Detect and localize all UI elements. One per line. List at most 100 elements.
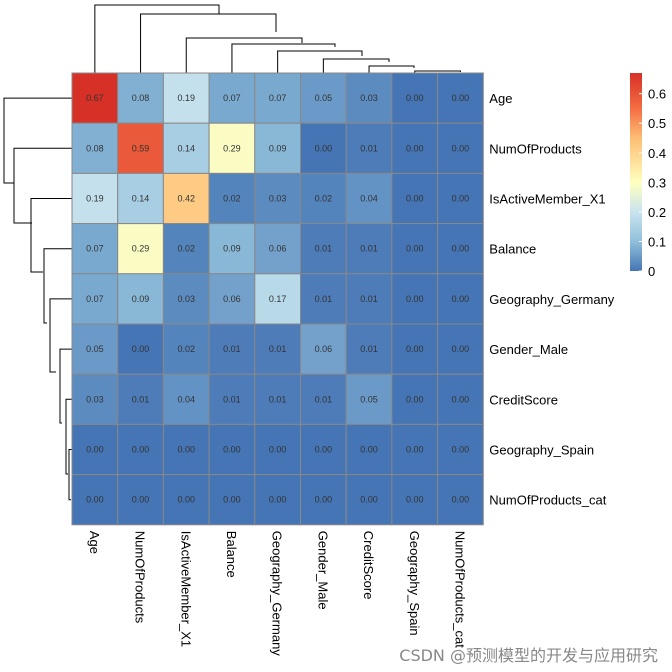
heatmap-cell	[254, 423, 302, 476]
heatmap-cell	[208, 423, 256, 476]
cell-value-label: 0.07	[223, 93, 241, 103]
cell-value-label: 0.00	[86, 495, 104, 505]
cell-value-label: 0.00	[223, 495, 241, 505]
cell-value-label: 0.01	[132, 394, 150, 404]
legend-tick-label: 0.5	[648, 116, 666, 131]
dendrogram-branch	[68, 449, 72, 501]
cell-value-label: 0.01	[360, 244, 378, 254]
heatmap-cell	[208, 72, 256, 124]
column-label: CreditScore	[361, 531, 376, 600]
heatmap-cell	[117, 72, 164, 124]
cell-value-label: 0.00	[452, 294, 470, 304]
cell-value-label: 0.59	[132, 143, 150, 153]
legend-tick-label: 0.3	[648, 175, 666, 190]
heatmap-cell	[300, 373, 347, 425]
dendrogram-branch	[185, 37, 303, 73]
dendrogram-branch	[414, 70, 461, 73]
row-label: CreditScore	[489, 392, 558, 407]
row-label: IsActiveMember_X1	[489, 192, 605, 207]
column-label: NumOfProducts_cat	[452, 531, 467, 648]
heatmap-cell	[391, 423, 439, 476]
heatmap-cell	[254, 474, 302, 526]
heatmap-cell	[254, 122, 302, 174]
cell-value-label: 0.00	[406, 93, 424, 103]
color-legend: 0 0.1 0.2 0.3 0.4 0.5 0.6	[630, 73, 666, 279]
heatmap-cell	[71, 273, 119, 325]
cell-value-label: 0.00	[406, 194, 424, 204]
dendrogram-branch	[322, 58, 390, 73]
row-label: Geography_Germany	[489, 292, 615, 307]
cell-value-label: 0.00	[406, 394, 424, 404]
heatmap-cell	[162, 273, 210, 325]
heatmap-cell	[254, 172, 302, 225]
heatmap-cell	[162, 423, 210, 476]
cell-value-label: 0.29	[223, 143, 241, 153]
column-dendrogram	[94, 4, 461, 73]
cell-value-label: 0.01	[360, 294, 378, 304]
cell-value-label: 0.67	[86, 93, 104, 103]
legend-color-bar	[630, 73, 642, 271]
cell-value-label: 0.00	[315, 495, 333, 505]
heatmap-cell	[254, 223, 302, 275]
cell-value-label: 0.00	[406, 143, 424, 153]
heatmap-cell	[345, 122, 393, 174]
heatmap-cell	[437, 474, 484, 526]
cell-value-label: 0.01	[269, 394, 287, 404]
cell-value-label: 0.03	[177, 294, 195, 304]
cell-value-label: 0.01	[223, 344, 241, 354]
dendrogram-branch	[65, 398, 72, 475]
cell-value-label: 0.02	[223, 194, 241, 204]
row-dendrogram	[3, 97, 72, 501]
heatmap-cell	[254, 72, 302, 124]
heatmap-cell	[437, 273, 484, 325]
cell-value-label: 0.07	[86, 294, 104, 304]
dendrogram-branch	[13, 147, 72, 224]
heatmap-cells: 0.67 0.08 0.19 0.07 0.07 0.05 0.03 0.00 0.00 0.08…	[71, 72, 484, 526]
legend-tick-label: 0	[648, 264, 655, 279]
heatmap-cell	[345, 474, 393, 526]
heatmap-cell	[208, 373, 256, 425]
column-label: Age	[87, 531, 102, 554]
legend-tick-label: 0.2	[648, 205, 666, 220]
dendrogram-branch	[368, 65, 415, 73]
cell-value-label: 0.01	[360, 143, 378, 153]
cell-value-label: 0.00	[269, 445, 287, 455]
column-label: Balance	[224, 531, 239, 578]
cell-value-label: 0.00	[452, 143, 470, 153]
cell-value-label: 0.01	[223, 394, 241, 404]
cell-value-label: 0.09	[269, 143, 287, 153]
heatmap-cell	[437, 223, 484, 275]
heatmap-cell	[345, 323, 393, 375]
dendrogram-branch	[3, 97, 72, 184]
cell-value-label: 0.17	[269, 294, 287, 304]
heatmap-cell	[300, 72, 347, 124]
cell-value-label: 0.06	[315, 344, 333, 354]
heatmap-cell	[162, 72, 210, 124]
cell-value-label: 0.00	[406, 495, 424, 505]
column-label: Gender_Male	[315, 531, 330, 610]
cell-value-label: 0.02	[177, 344, 195, 354]
cell-value-label: 0.00	[452, 445, 470, 455]
cell-value-label: 0.00	[406, 294, 424, 304]
cell-value-label: 0.00	[406, 344, 424, 354]
dendrogram-branch	[140, 13, 277, 73]
cell-value-label: 0.09	[132, 294, 150, 304]
heatmap-cell	[71, 373, 119, 425]
cell-value-label: 0.03	[86, 394, 104, 404]
column-label: IsActiveMember_X1	[178, 531, 193, 647]
heatmap-cell	[117, 323, 164, 375]
heatmap-cell	[437, 122, 484, 174]
heatmap-cell	[300, 223, 347, 275]
heatmap-cell	[71, 172, 119, 225]
heatmap-cell	[300, 423, 347, 476]
row-label: Age	[489, 91, 512, 106]
cell-value-label: 0.00	[406, 445, 424, 455]
dendrogram-branch	[94, 4, 220, 73]
cell-value-label: 0.05	[360, 394, 378, 404]
cell-value-label: 0.06	[223, 294, 241, 304]
heatmap-cell	[117, 373, 164, 425]
cell-value-label: 0.01	[360, 344, 378, 354]
cell-value-label: 0.00	[452, 244, 470, 254]
cell-value-label: 0.00	[452, 394, 470, 404]
